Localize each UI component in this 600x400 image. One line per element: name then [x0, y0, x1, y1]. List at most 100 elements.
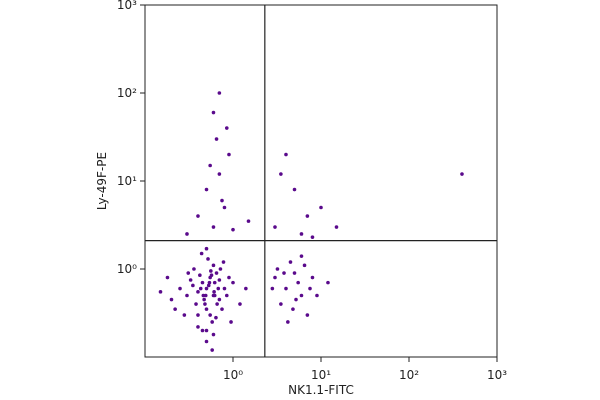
event-dot	[204, 187, 209, 192]
event-dot	[211, 110, 216, 115]
event-dot	[246, 219, 251, 223]
event-dot	[294, 297, 298, 302]
event-dot	[210, 348, 214, 352]
event-dot	[196, 290, 200, 294]
event-dot	[220, 198, 224, 203]
y-tick-label: 10¹	[117, 174, 137, 188]
event-dot	[214, 137, 219, 141]
event-dot	[212, 280, 217, 285]
event-dot	[334, 225, 339, 229]
event-dot	[291, 307, 295, 311]
event-dot	[214, 315, 218, 320]
event-dot	[284, 286, 288, 291]
event-dot	[282, 271, 286, 275]
event-dot	[204, 307, 209, 311]
y-tick-label: 10³	[117, 0, 137, 12]
event-dot	[244, 286, 248, 291]
event-dot	[215, 302, 219, 306]
event-dot	[198, 273, 202, 278]
y-tick-label: 10²	[117, 86, 137, 100]
x-tick-label: 10³	[487, 368, 507, 382]
event-dot	[273, 225, 277, 229]
event-dot	[178, 286, 182, 291]
event-dot	[192, 267, 196, 271]
event-dot	[199, 251, 204, 256]
event-dot	[173, 307, 177, 311]
y-tick-label: 10⁰	[117, 262, 137, 276]
event-dot	[286, 320, 290, 324]
event-dot	[214, 271, 219, 275]
event-dot	[185, 293, 189, 298]
event-dot	[221, 260, 226, 264]
event-dot	[207, 280, 212, 285]
event-dot	[203, 302, 207, 306]
event-dot	[224, 126, 229, 130]
event-dot	[194, 302, 198, 306]
event-dot	[209, 273, 214, 278]
event-dot	[299, 232, 304, 236]
event-dot	[158, 290, 163, 294]
event-dot	[227, 152, 231, 157]
event-dot	[210, 320, 214, 324]
event-dot	[191, 283, 195, 288]
event-dot	[224, 293, 229, 298]
event-dot	[196, 325, 200, 329]
event-dot	[216, 286, 221, 291]
event-dot	[211, 225, 216, 229]
event-dot	[211, 263, 216, 268]
x-tick-label: 10⁰	[223, 368, 243, 382]
event-dot	[198, 286, 203, 291]
event-dot	[208, 313, 212, 317]
event-dot	[220, 307, 224, 311]
event-dot	[208, 163, 212, 168]
x-tick-label: 10²	[399, 368, 419, 382]
event-dot	[217, 172, 222, 176]
event-dot	[196, 214, 200, 218]
event-dot	[238, 302, 242, 306]
event-dot	[270, 286, 275, 291]
event-dot	[217, 297, 222, 302]
event-dot	[284, 152, 288, 157]
event-dot	[315, 293, 319, 298]
event-dot	[296, 280, 300, 285]
event-dot	[231, 280, 235, 285]
event-dot	[310, 275, 315, 280]
event-dot	[229, 320, 233, 324]
x-tick-label: 10¹	[311, 368, 331, 382]
event-dot	[292, 271, 297, 275]
event-dot	[305, 214, 310, 218]
event-dot	[204, 246, 209, 251]
event-dot	[212, 293, 217, 298]
event-dot	[319, 205, 323, 210]
event-dot	[302, 263, 307, 268]
event-dot	[273, 275, 277, 280]
event-dot	[288, 260, 293, 264]
event-dot	[203, 293, 208, 298]
event-dot	[231, 227, 235, 232]
event-dot	[212, 290, 216, 294]
event-dot	[222, 286, 227, 291]
event-dot	[206, 257, 210, 261]
event-dot	[292, 187, 297, 192]
event-dot	[200, 280, 205, 285]
event-dot	[308, 286, 312, 291]
event-dot	[200, 328, 205, 333]
x-axis-label: NK1.1-FITC	[288, 383, 354, 397]
event-dot	[279, 172, 283, 176]
event-dot	[460, 172, 464, 176]
event-dot	[196, 313, 200, 317]
event-dot	[209, 269, 213, 273]
event-dot	[305, 313, 310, 317]
event-dot	[204, 286, 209, 291]
event-dot	[188, 278, 193, 282]
event-dot	[299, 293, 304, 298]
event-dot	[204, 339, 209, 344]
event-dot	[204, 328, 209, 333]
event-dot	[206, 283, 211, 288]
event-dot	[279, 302, 283, 306]
event-dot	[217, 278, 222, 282]
event-dot	[169, 297, 174, 302]
y-axis-label: Ly-49F-PE	[95, 152, 109, 210]
event-dot	[299, 254, 304, 258]
